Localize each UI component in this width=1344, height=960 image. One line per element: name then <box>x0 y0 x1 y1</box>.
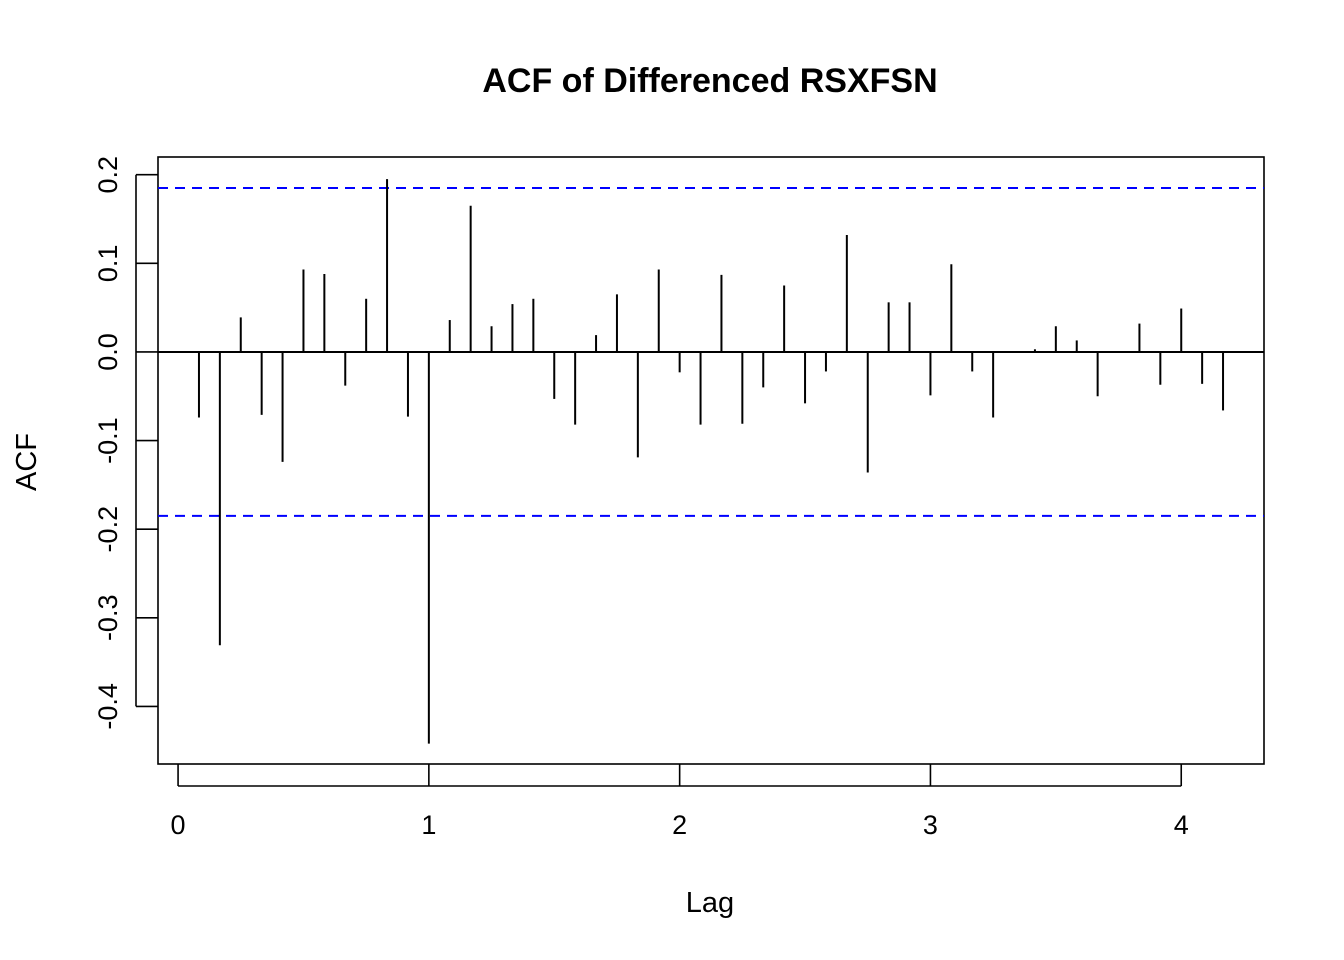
y-axis-label: ACF <box>11 433 43 491</box>
y-axis: -0.4 -0.3 -0.2 -0.1 0.0 0.1 0.2 <box>93 156 158 730</box>
y-tick-label: -0.3 <box>93 595 123 642</box>
y-tick-label: 0.2 <box>93 156 123 194</box>
y-tick-label: 0.1 <box>93 245 123 283</box>
x-tick-label: 0 <box>171 810 186 840</box>
x-tick-label: 3 <box>923 810 938 840</box>
x-axis: 0 1 2 3 4 <box>171 764 1189 840</box>
chart-title: ACF of Differenced RSXFSN <box>482 62 937 100</box>
plot-frame <box>157 156 1265 765</box>
x-tick-label: 1 <box>421 810 436 840</box>
y-tick-label: -0.1 <box>93 417 123 464</box>
y-tick-label: -0.2 <box>93 506 123 553</box>
x-axis-label: Lag <box>686 887 734 919</box>
acf-bars <box>158 179 1264 744</box>
y-tick-label: 0.0 <box>93 333 123 371</box>
y-tick-label: -0.4 <box>93 683 123 730</box>
x-tick-label: 2 <box>672 810 687 840</box>
x-tick-label: 4 <box>1174 810 1189 840</box>
